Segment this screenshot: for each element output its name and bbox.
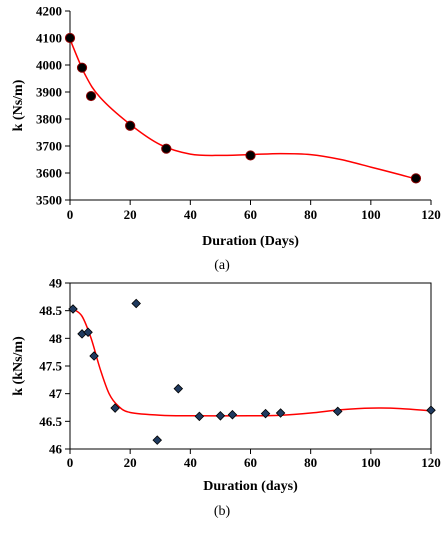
panel-caption: (b) (214, 504, 231, 519)
data-point (227, 409, 238, 420)
x-axis-title: Duration (days) (203, 479, 298, 494)
data-point (68, 304, 78, 314)
x-tick-label: 80 (304, 207, 317, 222)
y-tick-label: 46 (49, 442, 63, 457)
x-tick-label: 60 (244, 207, 257, 222)
y-tick-label: 3700 (36, 139, 62, 154)
x-tick-label: 20 (124, 207, 137, 222)
x-tick-label: 80 (304, 455, 317, 470)
data-point (89, 351, 99, 361)
y-tick-label: 4200 (36, 4, 62, 19)
chart-panel-b: 46 46.5 47 47.5 48 48.5 49 0 20 40 60 80 100 120 Durat… (11, 276, 441, 520)
y-tick-label: 4000 (36, 58, 62, 73)
data-point (426, 405, 436, 416)
data-point (83, 327, 93, 338)
trend-line (69, 39, 417, 180)
x-tick-label: 120 (421, 455, 441, 470)
x-tick-label: 40 (184, 455, 197, 470)
y-tick-label: 3600 (36, 166, 62, 181)
x-tick-label: 0 (67, 207, 74, 222)
data-point (245, 150, 256, 161)
y-tick-label: 4100 (36, 31, 62, 46)
data-point (64, 32, 76, 44)
y-tick-label: 3800 (36, 112, 62, 127)
data-point (332, 406, 343, 417)
data-point (173, 383, 184, 394)
x-tick-label: 120 (421, 207, 441, 222)
data-point (161, 143, 172, 154)
y-tick-label: 49 (49, 276, 63, 291)
data-point (131, 298, 141, 309)
y-axis-title: k (Ns/m) (11, 79, 26, 131)
trend-line (72, 308, 432, 417)
y-tick-label: 3500 (36, 193, 62, 208)
x-axis-title: Duration (Days) (202, 234, 299, 249)
y-tick-label: 3900 (36, 85, 62, 100)
x-tick-label: 40 (184, 207, 197, 222)
data-point (85, 90, 97, 102)
chart-panel-a: 3500 3600 3700 3800 3900 4000 4100 4200 0 20 40 60 8… (11, 4, 441, 274)
plot-frame (69, 282, 432, 450)
data-point (410, 173, 422, 184)
y-tick-label: 48.5 (39, 303, 62, 318)
x-tick-label: 20 (124, 455, 137, 470)
x-tick-label: 0 (67, 455, 74, 470)
data-point (194, 411, 205, 422)
x-tick-label: 100 (361, 455, 381, 470)
y-tick-label: 48 (49, 331, 63, 346)
data-point (125, 120, 136, 131)
y-tick-label: 46.5 (39, 414, 62, 429)
data-point (152, 435, 163, 445)
y-tick-label: 47 (49, 386, 63, 401)
x-tick-label: 100 (361, 207, 381, 222)
y-axis-title: k (kNs/m) (11, 336, 26, 396)
data-point (110, 403, 120, 413)
panel-caption: (a) (214, 258, 230, 273)
y-tick-label: 47.5 (39, 359, 62, 374)
data-point (215, 411, 226, 421)
x-tick-label: 60 (244, 455, 257, 470)
data-point (275, 408, 286, 418)
data-point (76, 62, 88, 73)
data-point (260, 408, 271, 419)
